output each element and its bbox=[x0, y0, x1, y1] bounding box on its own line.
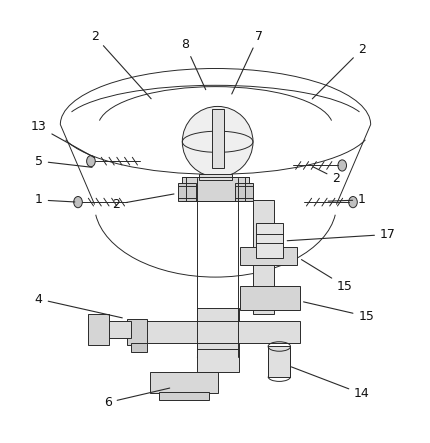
Bar bbox=[88, 314, 109, 345]
Text: 1: 1 bbox=[327, 194, 365, 206]
Bar bbox=[131, 343, 146, 352]
Text: 13: 13 bbox=[31, 120, 94, 158]
Text: 7: 7 bbox=[231, 30, 262, 94]
Ellipse shape bbox=[74, 197, 82, 208]
Bar bbox=[196, 308, 238, 357]
Bar bbox=[196, 349, 238, 373]
Text: 4: 4 bbox=[35, 292, 122, 318]
Bar bbox=[240, 247, 296, 264]
Text: 2: 2 bbox=[312, 43, 365, 99]
Bar bbox=[199, 174, 231, 180]
Ellipse shape bbox=[182, 106, 252, 177]
Bar bbox=[150, 373, 218, 393]
Bar bbox=[178, 183, 196, 201]
Bar bbox=[234, 183, 252, 201]
Text: 2: 2 bbox=[112, 194, 174, 211]
Bar bbox=[90, 322, 131, 338]
Bar bbox=[240, 286, 299, 310]
Text: 15: 15 bbox=[303, 302, 373, 323]
Bar bbox=[181, 177, 248, 201]
Ellipse shape bbox=[86, 155, 95, 167]
Ellipse shape bbox=[348, 197, 356, 208]
Text: 17: 17 bbox=[286, 228, 395, 241]
Bar bbox=[212, 109, 224, 167]
Text: 6: 6 bbox=[104, 388, 169, 409]
Bar bbox=[127, 319, 146, 345]
Text: 14: 14 bbox=[291, 367, 369, 400]
Text: 5: 5 bbox=[35, 155, 92, 167]
Ellipse shape bbox=[337, 160, 346, 171]
Bar bbox=[256, 223, 283, 258]
Text: 15: 15 bbox=[301, 260, 352, 293]
Text: 2: 2 bbox=[91, 30, 151, 99]
Bar bbox=[267, 346, 290, 377]
Bar bbox=[131, 321, 299, 343]
Bar bbox=[158, 392, 209, 400]
Bar bbox=[252, 200, 273, 314]
Text: 1: 1 bbox=[35, 194, 75, 206]
Text: 8: 8 bbox=[181, 38, 205, 89]
Text: 2: 2 bbox=[312, 167, 339, 185]
